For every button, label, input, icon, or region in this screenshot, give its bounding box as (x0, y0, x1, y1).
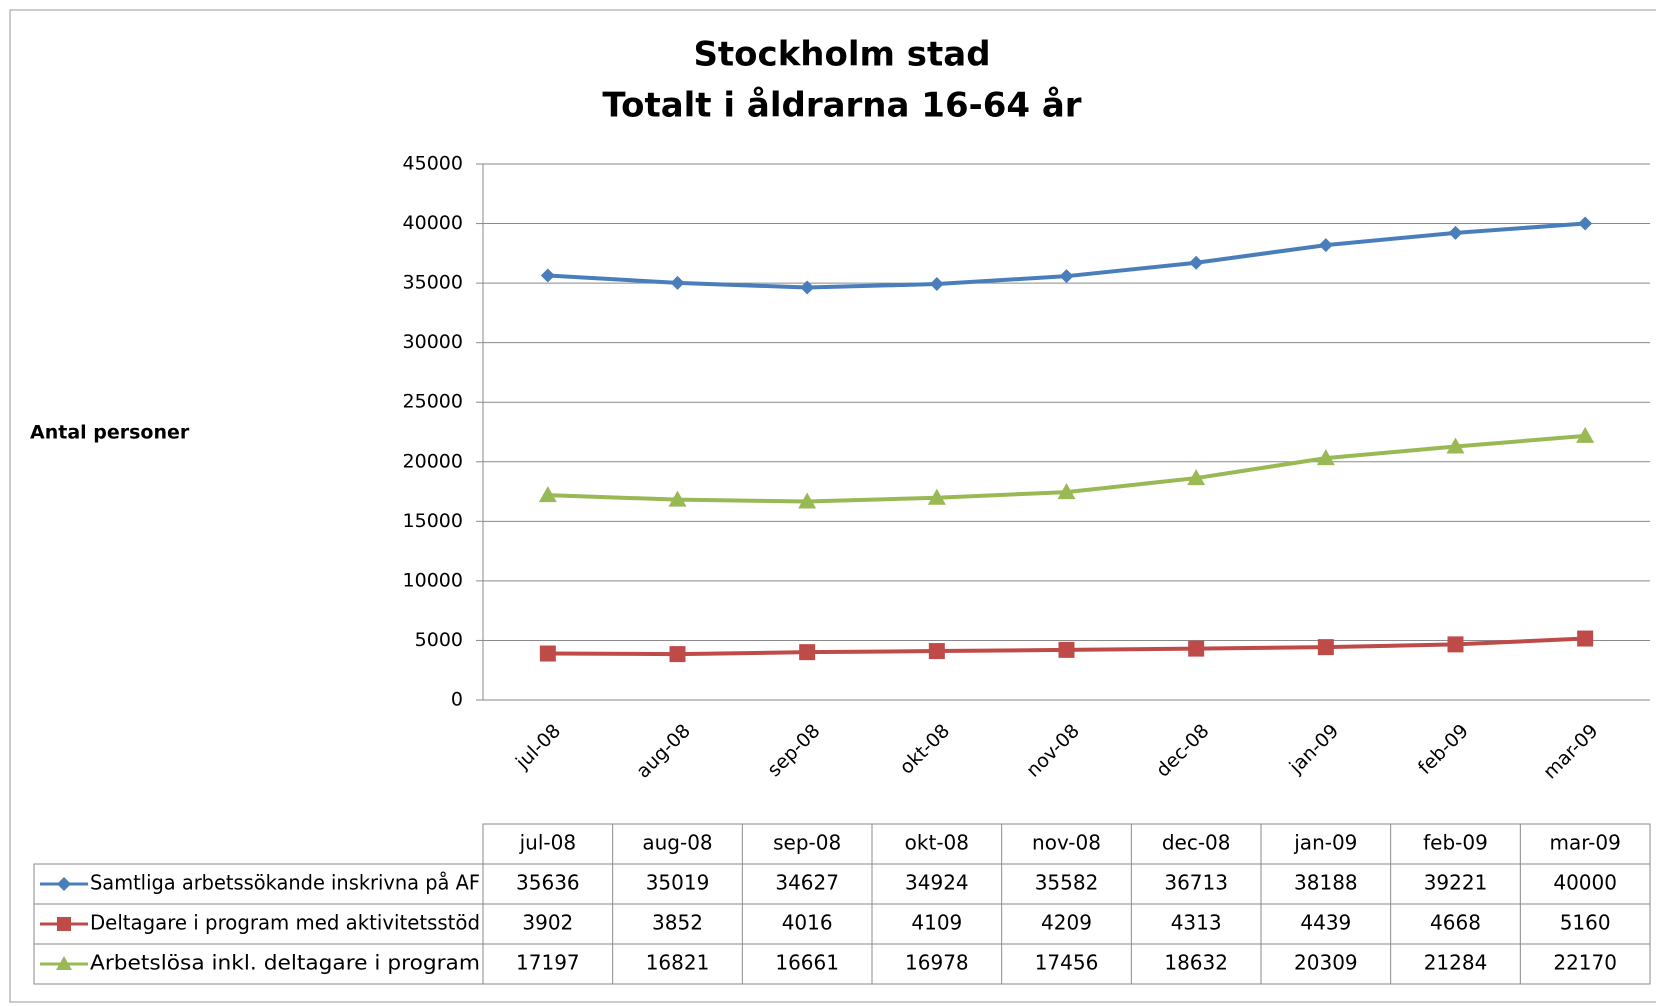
legend-key-marker (57, 877, 71, 891)
data-marker (1189, 255, 1204, 270)
data-marker (799, 644, 816, 661)
chart-title: Stockholm stad (693, 35, 990, 75)
data-marker (1576, 426, 1595, 443)
data-marker (927, 488, 946, 505)
table-cell: 35019 (646, 871, 710, 895)
data-marker (1057, 483, 1076, 500)
y-tick-label: 40000 (403, 212, 463, 234)
data-marker (1316, 449, 1335, 466)
table-cell: 39221 (1424, 871, 1488, 895)
data-marker (670, 275, 685, 290)
table-header-cell: jan-09 (1293, 831, 1357, 855)
table-cell: 17456 (1035, 951, 1099, 975)
data-marker (1188, 640, 1205, 657)
table-header-cell: mar-09 (1549, 831, 1620, 855)
table-cell: 16821 (646, 951, 710, 975)
y-tick-label: 20000 (403, 450, 463, 472)
legend-label: Deltagare i program med aktivitetsstöd (90, 911, 480, 935)
table-cell: 4313 (1171, 911, 1222, 935)
data-marker (929, 277, 944, 292)
legend-label: Samtliga arbetssökande inskrivna på AF (90, 871, 480, 895)
data-marker (1317, 639, 1334, 656)
table-header-cell: okt-08 (905, 831, 969, 855)
table-cell: 21284 (1424, 951, 1488, 975)
table-cell: 16978 (905, 951, 969, 975)
data-marker (1447, 636, 1464, 653)
data-marker (540, 268, 555, 283)
y-axis-label: Antal personer (30, 422, 190, 444)
table-cell: 17197 (516, 951, 580, 975)
table-cell: 4209 (1041, 911, 1092, 935)
data-marker (1318, 238, 1333, 253)
y-tick-label: 10000 (403, 569, 463, 591)
table-cell: 5160 (1560, 911, 1611, 935)
y-tick-label: 35000 (403, 272, 463, 294)
data-marker (1577, 630, 1594, 647)
data-marker (1059, 269, 1074, 284)
table-cell: 16661 (775, 951, 839, 975)
data-marker (1448, 225, 1463, 240)
data-marker (538, 486, 557, 503)
legend-key-marker (56, 956, 72, 970)
legend-key-marker (57, 917, 71, 931)
chart-subtitle: Totalt i åldrarna 16-64 år (602, 86, 1081, 126)
table-header-cell: jul-08 (519, 831, 576, 855)
data-marker (798, 492, 817, 509)
table-header-cell: aug-08 (642, 831, 712, 855)
table-cell: 34627 (775, 871, 839, 895)
table-cell: 34924 (905, 871, 969, 895)
table-header-cell: dec-08 (1162, 831, 1231, 855)
table-cell: 20309 (1294, 951, 1358, 975)
table-header-cell: feb-09 (1423, 831, 1488, 855)
table-cell: 4439 (1300, 911, 1351, 935)
table-cell: 4016 (782, 911, 833, 935)
data-marker (1058, 641, 1075, 658)
table-cell: 4668 (1430, 911, 1481, 935)
legend-label: Arbetslösa inkl. deltagare i program (90, 951, 480, 975)
y-tick-label: 45000 (403, 153, 463, 175)
table-cell: 40000 (1553, 871, 1617, 895)
data-marker (1187, 469, 1206, 486)
table-cell: 35582 (1035, 871, 1099, 895)
table-header-cell: sep-08 (773, 831, 841, 855)
data-marker (539, 645, 556, 662)
data-marker (928, 643, 945, 660)
table-header-cell: nov-08 (1032, 831, 1101, 855)
y-tick-label: 0 (451, 689, 463, 711)
table-cell: 18632 (1164, 951, 1228, 975)
y-tick-label: 30000 (403, 331, 463, 353)
table-cell: 35636 (516, 871, 580, 895)
chart-frame (9, 9, 1656, 1003)
data-marker (668, 490, 687, 507)
data-marker (800, 280, 815, 295)
y-tick-label: 5000 (415, 629, 463, 651)
data-marker (669, 646, 686, 663)
data-marker (1446, 437, 1465, 454)
table-cell: 3902 (522, 911, 573, 935)
y-tick-label: 25000 (403, 391, 463, 413)
table-cell: 36713 (1164, 871, 1228, 895)
table-cell: 4109 (911, 911, 962, 935)
table-cell: 22170 (1553, 951, 1617, 975)
data-marker (1578, 216, 1593, 231)
y-tick-label: 15000 (403, 510, 463, 532)
table-cell: 38188 (1294, 871, 1358, 895)
table-cell: 3852 (652, 911, 703, 935)
